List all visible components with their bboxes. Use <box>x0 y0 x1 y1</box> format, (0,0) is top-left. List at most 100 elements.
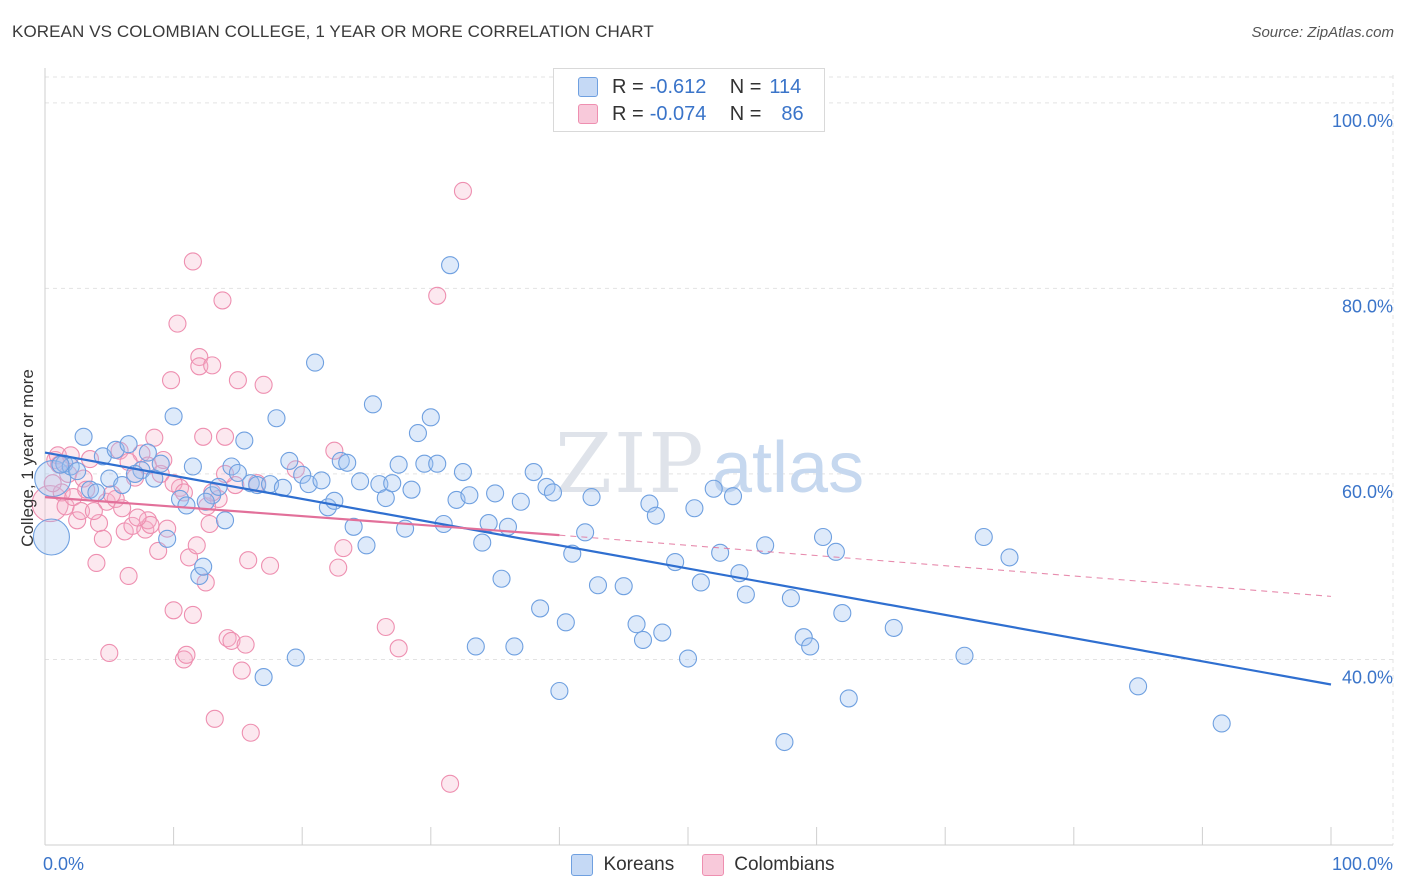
colombians-point <box>205 709 224 728</box>
watermark-atlas: atlas <box>712 428 864 508</box>
legend-item-colombians[interactable]: Colombians <box>702 854 835 876</box>
koreans-point <box>408 424 427 443</box>
koreans-point <box>531 599 550 618</box>
koreans-point <box>576 523 595 542</box>
colombians-point <box>260 556 280 575</box>
tick-labels: 40.0% 60.0% 80.0% 100.0% 0.0% 100.0% <box>43 111 1393 874</box>
koreans-point <box>389 455 408 474</box>
koreans-point <box>74 427 93 446</box>
colombians-point <box>68 511 87 530</box>
koreans-point <box>222 457 241 476</box>
chart-title: KOREAN VS COLOMBIAN COLLEGE, 1 YEAR OR M… <box>12 22 654 41</box>
y-tick-label: 100.0% <box>1332 111 1393 131</box>
koreans-point <box>235 431 254 450</box>
koreans-point <box>331 451 350 470</box>
koreans-point <box>543 483 563 502</box>
colombians-point <box>222 631 241 650</box>
koreans-point <box>588 576 608 595</box>
koreans-point <box>415 454 434 473</box>
koreans-point <box>190 566 209 586</box>
koreans-point <box>582 488 601 507</box>
colombians-point <box>183 605 202 624</box>
koreans-point <box>813 527 833 547</box>
legend-row-koreans: R = -0.612 N = 114 <box>578 74 801 100</box>
koreans-point <box>781 589 800 608</box>
colombians-point <box>71 501 91 521</box>
colombians-point <box>254 375 273 394</box>
colombians-point <box>183 252 202 271</box>
koreans-point <box>486 484 505 503</box>
koreans-point <box>293 465 312 484</box>
koreans-point <box>646 506 665 525</box>
koreans-point <box>492 569 511 588</box>
colombians-point <box>228 371 247 390</box>
r-label: R = <box>612 75 644 98</box>
watermark-zip: ZIP <box>555 417 706 512</box>
colombians-point <box>329 558 348 577</box>
koreans-point <box>505 637 524 656</box>
koreans-point <box>363 395 382 414</box>
series-legend: Koreans Colombians <box>0 852 1406 878</box>
colombians-point <box>187 536 206 555</box>
colombians-point <box>74 469 93 488</box>
koreans-point <box>653 623 672 642</box>
colombians-point <box>100 643 119 663</box>
koreans-point <box>460 486 479 505</box>
koreans-point <box>691 573 710 592</box>
colombians-r-value: -0.074 <box>649 102 707 125</box>
koreans-r-value: -0.612 <box>649 75 707 98</box>
koreans-point <box>801 637 820 656</box>
watermark: ZIP atlas <box>555 417 864 512</box>
koreans-point <box>306 353 325 372</box>
koreans-point <box>87 483 106 502</box>
koreans-point <box>794 628 813 647</box>
koreans-trend-line <box>44 451 1332 686</box>
koreans-point <box>312 471 331 490</box>
colombians-points <box>31 181 473 793</box>
colombians-point <box>203 356 222 375</box>
colombians-point <box>428 286 447 305</box>
koreans-point <box>1212 714 1231 733</box>
colombians-point <box>200 514 219 534</box>
koreans-point <box>267 409 286 428</box>
koreans-point <box>884 618 903 637</box>
colombians-point <box>334 539 353 558</box>
x-tick-label-max: 100.0% <box>1332 854 1393 874</box>
colombians-point <box>239 551 258 570</box>
colombians-point <box>236 635 255 654</box>
colombians-point <box>232 661 251 680</box>
koreans-point <box>138 443 157 462</box>
koreans-point <box>113 475 132 495</box>
koreans-point <box>633 630 653 650</box>
koreans-swatch <box>578 77 598 97</box>
koreans-point <box>678 649 698 668</box>
koreans-point <box>344 517 363 536</box>
koreans-point <box>351 472 370 491</box>
colombians-n-value: 86 <box>781 102 804 125</box>
colombians-point <box>241 723 260 742</box>
koreans-point <box>955 646 974 665</box>
koreans-point <box>723 487 743 506</box>
colombians-point <box>441 774 460 793</box>
legend-item-koreans[interactable]: Koreans <box>571 854 674 876</box>
koreans-point <box>466 637 485 656</box>
koreans-point <box>145 469 164 488</box>
koreans-point <box>428 454 447 473</box>
koreans-point <box>473 533 492 552</box>
koreans-point <box>209 477 228 496</box>
koreans-point <box>286 648 305 667</box>
koreans-point <box>32 518 70 556</box>
colombians-point <box>168 314 187 333</box>
y-tick-label: 80.0% <box>1342 296 1393 316</box>
koreans-point <box>254 668 273 687</box>
koreans-point <box>119 435 138 454</box>
axes <box>44 68 1393 846</box>
koreans-point <box>833 604 852 623</box>
colombians-point <box>190 347 209 367</box>
r-label: R = <box>612 102 644 125</box>
koreans-point <box>68 462 87 481</box>
koreans-point <box>614 577 633 596</box>
trend-lines <box>44 451 1332 686</box>
koreans-point <box>241 474 260 493</box>
